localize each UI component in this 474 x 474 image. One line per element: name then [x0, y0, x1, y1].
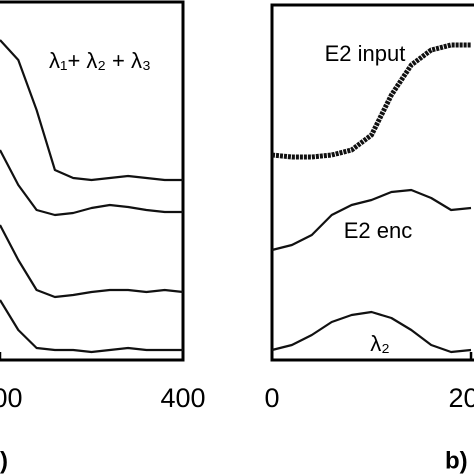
trace [0, 149, 183, 217]
trace-label: E2 enc [344, 218, 413, 243]
trace-label: E2 input [325, 41, 406, 66]
panel-label: b) [445, 447, 468, 474]
x-tick-label: 200 [448, 383, 474, 413]
trace [271, 42, 471, 160]
x-tick-label: 0 [264, 383, 279, 413]
trace [271, 188, 472, 252]
x-tick-label: 400 [160, 383, 205, 413]
trace [271, 310, 472, 354]
trace-label: λ₁+ λ₂ + λ₃ [49, 48, 151, 73]
trace [0, 224, 184, 299]
trace [0, 39, 183, 182]
trace [0, 299, 183, 354]
right-frame [270, 3, 474, 362]
trace-label: λ₂ [370, 331, 390, 356]
panel-label: ) [0, 447, 8, 474]
x-tick-label: 200 [0, 383, 23, 413]
